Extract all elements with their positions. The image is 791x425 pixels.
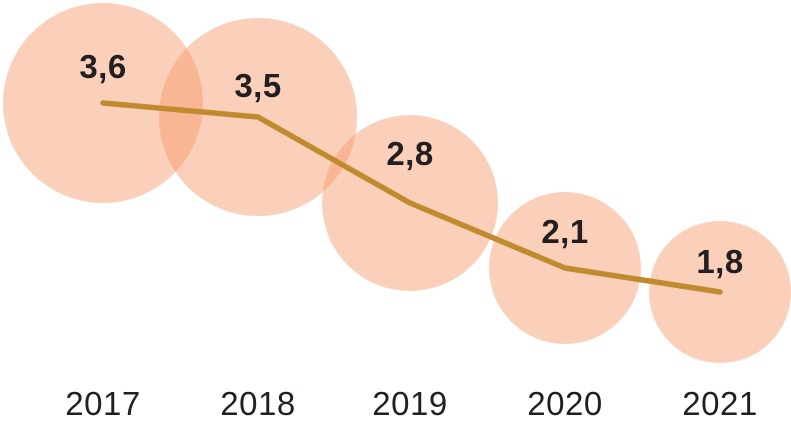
value-label-2020: 2,1 bbox=[541, 213, 589, 250]
value-label-2021: 1,8 bbox=[696, 243, 744, 280]
value-label-2017: 3,6 bbox=[79, 48, 127, 85]
x-tick-label-2017: 2017 bbox=[65, 385, 141, 422]
x-tick-label-2019: 2019 bbox=[372, 385, 448, 422]
x-tick-label-2020: 2020 bbox=[527, 385, 603, 422]
x-tick-label-2018: 2018 bbox=[220, 385, 296, 422]
x-tick-label-2021: 2021 bbox=[682, 385, 758, 422]
value-label-2018: 3,5 bbox=[234, 67, 282, 104]
value-label-2019: 2,8 bbox=[386, 135, 434, 172]
